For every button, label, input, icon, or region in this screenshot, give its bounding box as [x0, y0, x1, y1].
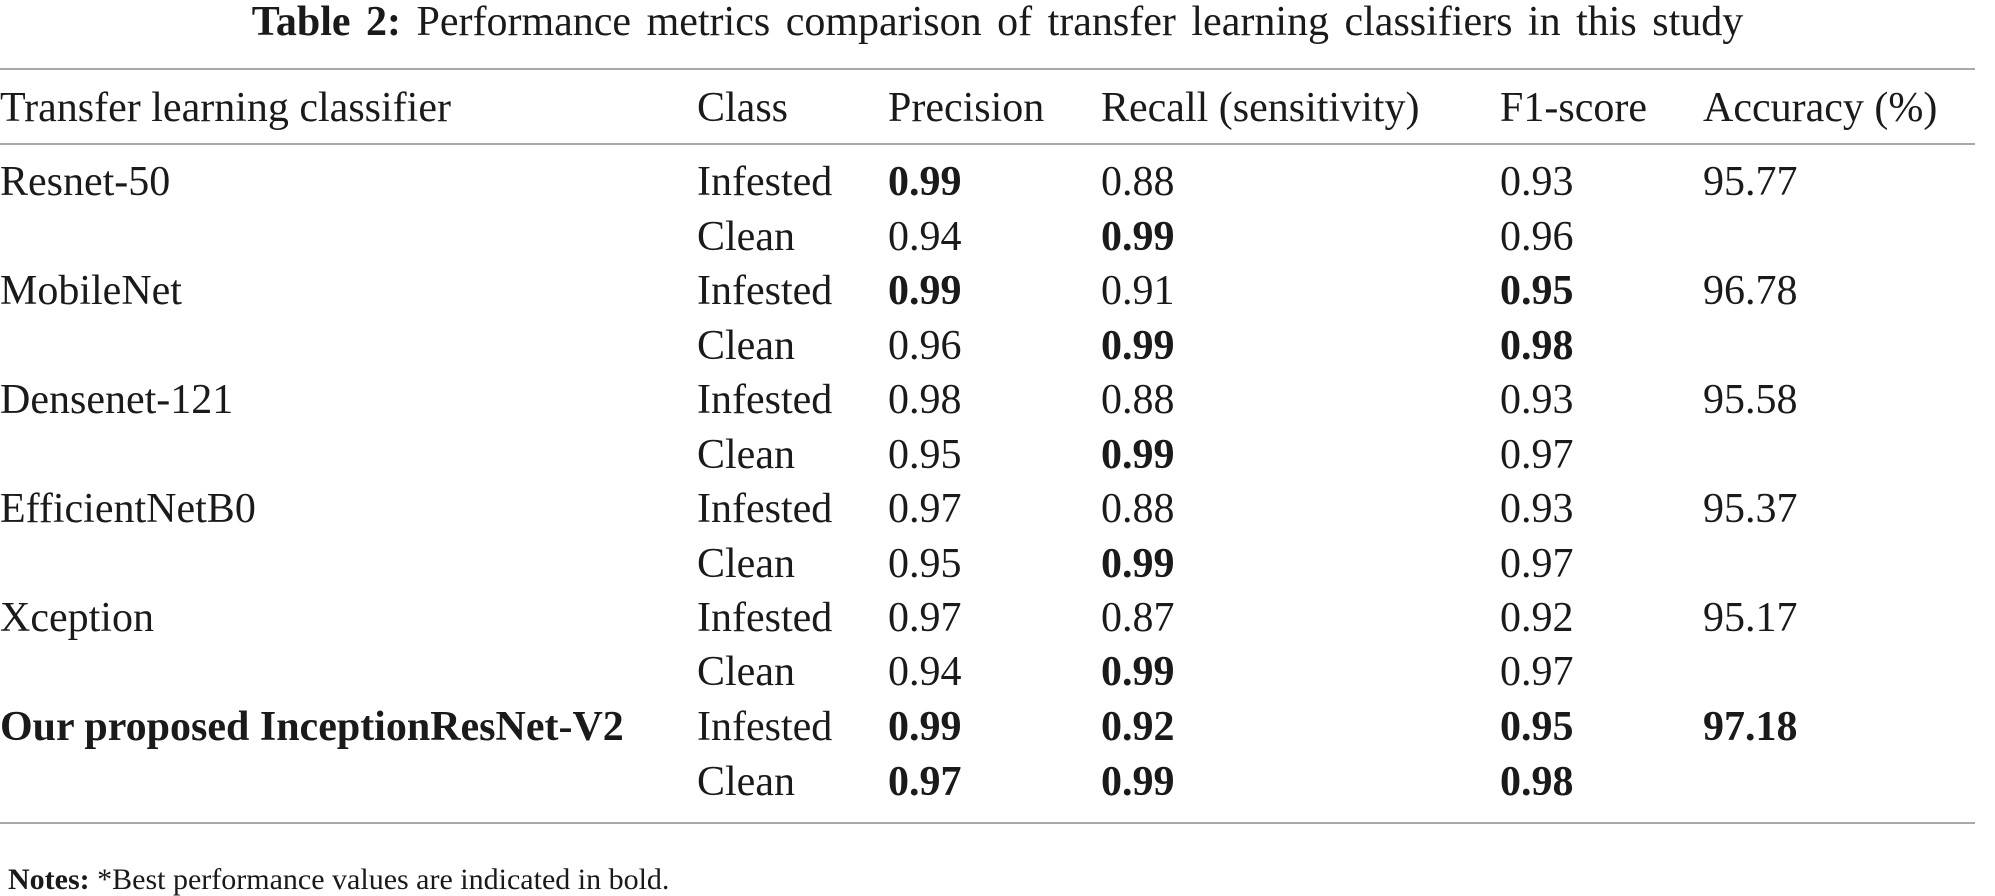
cell-accuracy: 95.37 — [1703, 486, 1798, 532]
cell-recall: 0.99 — [1101, 541, 1175, 587]
cell-recall: 0.99 — [1101, 214, 1175, 260]
cell-precision: 0.95 — [888, 541, 962, 587]
table-caption-label: Table 2: — [251, 0, 402, 45]
table-header-rule — [0, 143, 1975, 145]
cell-class: Infested — [697, 595, 833, 641]
cell-recall: 0.88 — [1101, 159, 1175, 205]
cell-f1-score: 0.95 — [1500, 268, 1574, 314]
cell-f1-score: 0.98 — [1500, 323, 1574, 369]
cell-f1-score: 0.97 — [1500, 541, 1574, 587]
cell-recall: 0.99 — [1101, 323, 1175, 369]
cell-classifier: MobileNet — [0, 268, 182, 314]
cell-classifier: Xception — [0, 595, 154, 641]
cell-classifier: Densenet-121 — [0, 377, 234, 423]
cell-class: Clean — [697, 323, 795, 369]
cell-accuracy: 95.17 — [1703, 595, 1798, 641]
header-f1-score: F1-score — [1500, 85, 1647, 131]
table-top-rule — [0, 68, 1975, 70]
cell-f1-score: 0.97 — [1500, 649, 1574, 695]
cell-f1-score: 0.95 — [1500, 704, 1574, 750]
cell-classifier: EfficientNetB0 — [0, 486, 256, 532]
cell-class: Clean — [697, 432, 795, 478]
cell-class: Infested — [697, 486, 833, 532]
cell-class: Infested — [697, 159, 833, 205]
table-bottom-rule — [0, 822, 1975, 824]
cell-class: Clean — [697, 214, 795, 260]
cell-precision: 0.95 — [888, 432, 962, 478]
cell-accuracy: 95.58 — [1703, 377, 1798, 423]
cell-recall: 0.88 — [1101, 486, 1175, 532]
cell-recall: 0.88 — [1101, 377, 1175, 423]
cell-f1-score: 0.93 — [1500, 486, 1574, 532]
cell-classifier: Resnet-50 — [0, 159, 171, 205]
cell-f1-score: 0.98 — [1500, 759, 1574, 805]
cell-accuracy: 95.77 — [1703, 159, 1798, 205]
cell-f1-score: 0.97 — [1500, 432, 1574, 478]
cell-recall: 0.99 — [1101, 759, 1175, 805]
header-classifier: Transfer learning classifier — [0, 85, 451, 131]
notes-label: Notes: — [8, 863, 90, 896]
cell-f1-score: 0.96 — [1500, 214, 1574, 260]
header-precision: Precision — [888, 85, 1045, 131]
cell-class: Clean — [697, 649, 795, 695]
cell-recall: 0.87 — [1101, 595, 1175, 641]
cell-recall: 0.99 — [1101, 649, 1175, 695]
cell-class: Clean — [697, 541, 795, 587]
cell-accuracy: 96.78 — [1703, 268, 1798, 314]
cell-precision: 0.97 — [888, 759, 962, 805]
table-notes: Notes: *Best performance values are indi… — [8, 865, 669, 895]
cell-recall: 0.91 — [1101, 268, 1175, 314]
cell-classifier: Our proposed InceptionResNet-V2 — [0, 704, 624, 750]
header-recall: Recall (sensitivity) — [1101, 85, 1420, 131]
cell-recall: 0.92 — [1101, 704, 1175, 750]
cell-class: Infested — [697, 268, 833, 314]
cell-precision: 0.97 — [888, 595, 962, 641]
cell-precision: 0.99 — [888, 159, 962, 205]
cell-recall: 0.99 — [1101, 432, 1175, 478]
table-caption: Table 2: Performance metrics comparison … — [0, 0, 1995, 44]
cell-class: Clean — [697, 759, 795, 805]
cell-accuracy: 97.18 — [1703, 704, 1798, 750]
header-accuracy: Accuracy (%) — [1703, 85, 1938, 131]
cell-precision: 0.96 — [888, 323, 962, 369]
cell-precision: 0.94 — [888, 214, 962, 260]
cell-precision: 0.99 — [888, 268, 962, 314]
cell-precision: 0.97 — [888, 486, 962, 532]
cell-precision: 0.94 — [888, 649, 962, 695]
header-class: Class — [697, 85, 789, 131]
cell-f1-score: 0.92 — [1500, 595, 1574, 641]
notes-text: *Best performance values are indicated i… — [97, 863, 670, 896]
cell-class: Infested — [697, 377, 833, 423]
cell-precision: 0.99 — [888, 704, 962, 750]
cell-f1-score: 0.93 — [1500, 159, 1574, 205]
cell-f1-score: 0.93 — [1500, 377, 1574, 423]
table-caption-text: Performance metrics comparison of transf… — [416, 0, 1744, 45]
cell-class: Infested — [697, 704, 833, 750]
cell-precision: 0.98 — [888, 377, 962, 423]
